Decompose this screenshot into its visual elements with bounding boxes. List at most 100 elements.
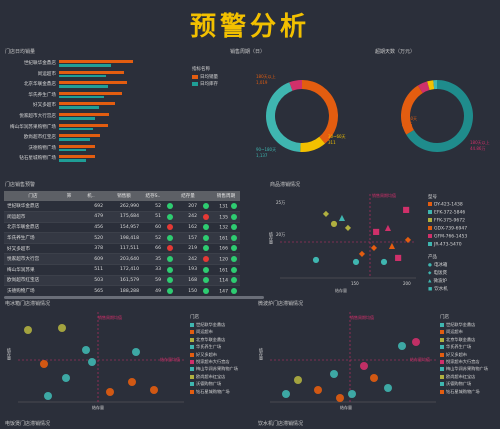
table-header-cell[interactable]: 结存S.. xyxy=(142,191,164,201)
table-row[interactable]: 世纪联华金鼎店 692 262,990 52 207 131 xyxy=(4,201,240,213)
rank-row[interactable]: 闵运超市 xyxy=(4,69,154,79)
legend-label: 微波炉 xyxy=(433,279,447,284)
store-legend-item[interactable]: 华氏养生广场 xyxy=(190,344,238,351)
model-legend-item[interactable]: GFM-766-1453 xyxy=(428,234,467,242)
product-scatter-ylabel: 结存量 xyxy=(269,232,274,244)
scatter-point xyxy=(360,362,368,370)
rank-row[interactable]: 华氏养生广场 xyxy=(4,90,154,100)
rank-row[interactable]: 北京华联金鼎店 xyxy=(4,79,154,89)
model-legend-item[interactable]: EFK-372-5846 xyxy=(428,210,467,218)
store-legend-item[interactable]: 钻石星城购物广场 xyxy=(190,389,238,396)
scatter-point xyxy=(348,390,356,398)
table-header-cell[interactable] xyxy=(200,191,212,201)
table-header-cell[interactable]: 机.. xyxy=(76,191,106,201)
scatter-point xyxy=(314,386,322,394)
legend-label: 电冰箱 xyxy=(433,263,448,268)
table-row[interactable]: 梅山华润苏果 511 172,410 33 193 161 xyxy=(4,264,240,276)
store-legend-item[interactable]: 好又多超市 xyxy=(440,352,488,359)
overdue-panel-title: 超期天数（万元） xyxy=(375,49,416,55)
table-header-cell[interactable]: 结存量 xyxy=(176,191,200,201)
table-cell: 378 xyxy=(76,243,106,255)
table-cell: 161,579 xyxy=(106,275,142,287)
model-legend-item[interactable]: FFK-375-9672 xyxy=(428,218,467,226)
store-legend-item[interactable]: 钻石星城购物广场 xyxy=(440,389,488,396)
table-row[interactable]: 华氏养生广场 520 198,418 52 157 161 xyxy=(4,232,240,244)
rank-legend-item-stock[interactable]: 日均库存 xyxy=(192,81,218,87)
table-cell xyxy=(164,285,176,295)
rank-row[interactable]: 梅山华润苏果购物广场 xyxy=(4,122,154,132)
legend-swatch xyxy=(190,337,194,342)
scatter-point: ▲ xyxy=(389,241,396,250)
store-legend-item[interactable]: 世纪联华金鼎店 xyxy=(190,322,238,329)
store-legend-item[interactable]: 华氏养生广场 xyxy=(440,344,488,351)
legend-swatch xyxy=(190,389,194,394)
table-cell: 135 xyxy=(212,211,240,223)
table-header-cell[interactable]: 销售额 xyxy=(106,191,142,201)
donut-slice xyxy=(427,80,435,91)
rank-row[interactable]: 钻石星城购物广场 xyxy=(4,153,154,163)
rank-row[interactable]: 悦家超市大行宫店 xyxy=(4,111,154,121)
store-legend-item[interactable]: 欧尚超市红宝店 xyxy=(440,374,488,381)
product-legend-item[interactable]: ▲ 微波炉 xyxy=(428,278,448,286)
table-cell xyxy=(62,222,76,234)
legend-shape: ◆ xyxy=(428,271,432,276)
product-legend-item[interactable]: ■ 饮水机 xyxy=(428,286,448,294)
rank-row[interactable]: 欧尚超市红宝店 xyxy=(4,132,154,142)
product-legend-item[interactable]: ● 电冰箱 xyxy=(428,262,448,270)
store-legend-item[interactable]: 北京华联金鼎店 xyxy=(190,337,238,344)
status-dot xyxy=(203,245,209,252)
store-legend-item[interactable]: 欧尚超市红宝店 xyxy=(190,374,238,381)
store-legend-item[interactable]: 悦家超市大行宫店 xyxy=(190,359,238,366)
store-legend-item[interactable]: 闵运超市 xyxy=(440,329,488,336)
legend-label: 闵运超市 xyxy=(446,329,463,335)
legend-label: 日均销量 xyxy=(200,75,218,80)
table-row[interactable]: 北京华联金鼎店 456 154,957 60 162 132 xyxy=(4,222,240,234)
store-legend-item[interactable]: 沃德购物广场 xyxy=(190,381,238,388)
rank-row[interactable]: 好又多超市 xyxy=(4,100,154,110)
table-header-cell[interactable]: 筛 xyxy=(62,191,76,201)
store-legend-item[interactable]: 悦家超市大行宫店 xyxy=(440,359,488,366)
store-legend-item[interactable]: 梅山华润苏果购物广场 xyxy=(440,366,488,373)
store-legend-item[interactable]: 沃德购物广场 xyxy=(440,381,488,388)
product-scatter-title: 商品滞销情况 xyxy=(270,182,301,188)
store-legend-item[interactable]: 北京华联金鼎店 xyxy=(440,337,488,344)
table-row[interactable]: 悦家超市大行宫 609 203,640 35 242 120 xyxy=(4,253,240,266)
rank-row-label: 梅山华润苏果购物广场 xyxy=(10,124,56,130)
legend-swatch xyxy=(440,374,444,379)
scatter-point: ◆ xyxy=(359,249,366,258)
product-legend-item[interactable]: ◆ 电饭煲 xyxy=(428,270,448,278)
rank-legend-item-sales[interactable]: 日均销量 xyxy=(192,74,218,80)
status-dot xyxy=(167,277,173,284)
table-row[interactable]: 闵运超市 479 175,684 51 242 135 xyxy=(4,211,240,223)
table-header-cell[interactable]: 门店 xyxy=(4,191,62,201)
alert-table-wrap[interactable]: 门店筛机.. 销售额 结存S.. 结存量 销售周期 世纪联华金鼎店 692 262,990 5… xyxy=(4,191,264,295)
rank-row-label: 华氏养生广场 xyxy=(28,92,56,98)
model-legend-item[interactable]: JR-473-5470 xyxy=(428,242,467,250)
sales-bar xyxy=(59,123,108,127)
legend-label: FFK-375-9672 xyxy=(434,218,465,224)
rank-row[interactable]: 沃德购物广场 xyxy=(4,143,154,153)
table-row[interactable]: 欧尚超市红宝店 503 161,579 59 168 114 xyxy=(4,275,240,287)
legend-label: 华氏养生广场 xyxy=(446,344,472,350)
status-dot xyxy=(203,213,209,220)
table-header-cell[interactable]: 销售周期 xyxy=(212,191,240,201)
legend-label: JR-473-5470 xyxy=(434,242,462,248)
table-row[interactable]: 沃德购物广场 565 188,288 49 150 147 xyxy=(4,285,240,295)
scatter-point xyxy=(24,326,32,334)
model-legend-item[interactable]: GDX-739-6947 xyxy=(428,226,467,234)
store-legend-item[interactable]: 世纪联华金鼎店 xyxy=(440,322,488,329)
product-scatter-xlabel: 结存量 xyxy=(335,288,347,293)
status-dot xyxy=(231,213,237,220)
rank-row[interactable]: 世纪联华金鼎店 xyxy=(4,58,154,68)
store-legend-item[interactable]: 好又多超市 xyxy=(190,352,238,359)
table-cell: 175,684 xyxy=(106,211,142,223)
scatter-point: ● xyxy=(331,219,338,228)
table-header-cell[interactable] xyxy=(164,191,176,201)
store-legend-item[interactable]: 梅山华润苏果购物广场 xyxy=(190,366,238,373)
table-row[interactable]: 好又多超市 378 117,511 66 219 166 xyxy=(4,243,240,255)
rank-row-label: 北京华联金鼎店 xyxy=(23,82,56,88)
model-legend-item[interactable]: DY-423-1438 xyxy=(428,202,467,210)
table-scrollbar[interactable] xyxy=(4,296,264,299)
sales-bar xyxy=(59,134,101,138)
store-legend-item[interactable]: 闵运超市 xyxy=(190,329,238,336)
